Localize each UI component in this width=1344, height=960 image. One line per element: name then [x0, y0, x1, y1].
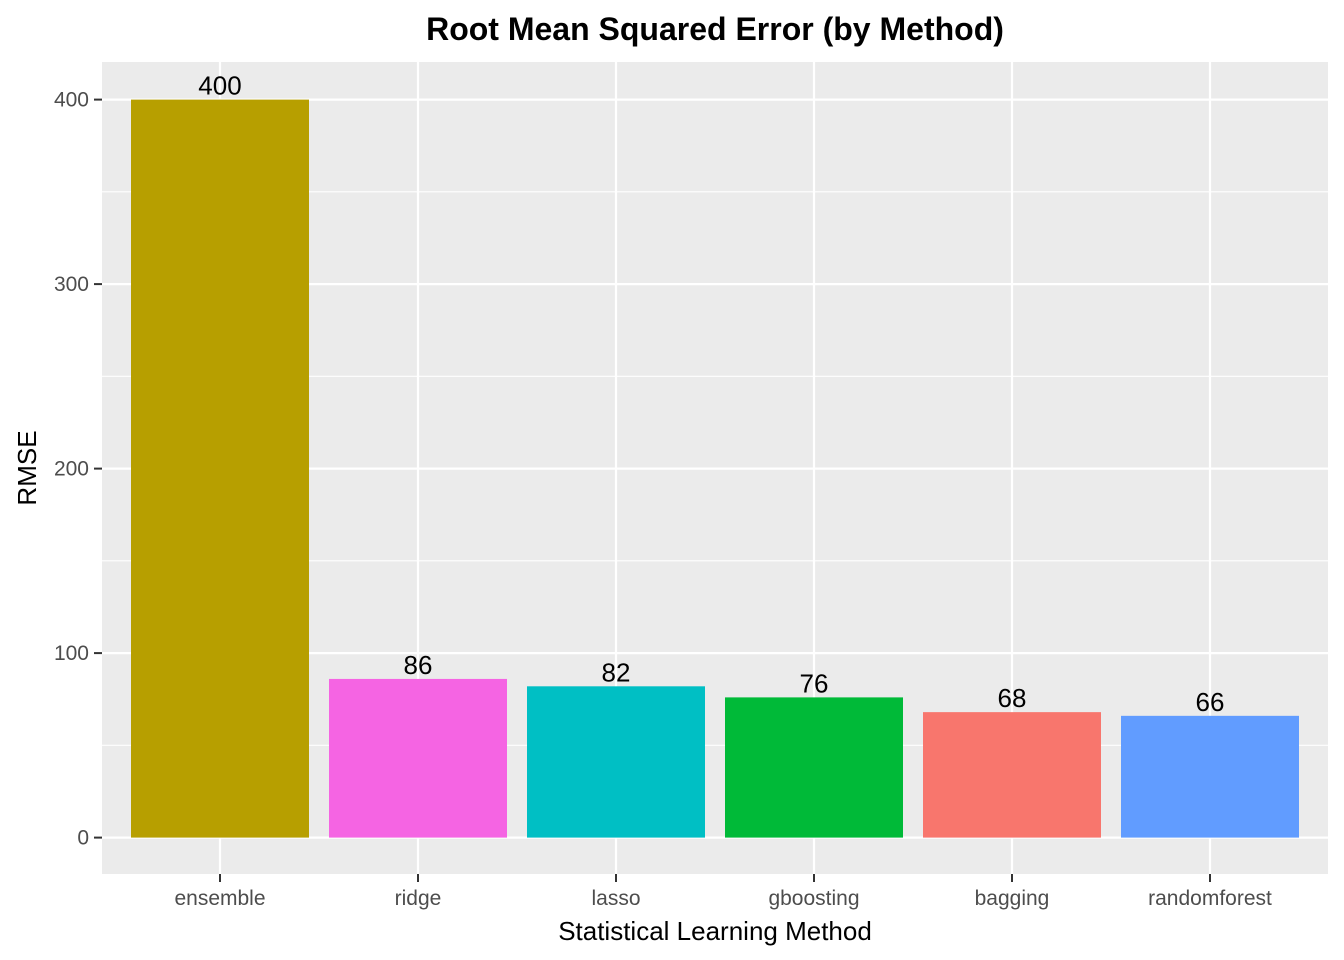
y-tick-label: 400 [54, 89, 89, 112]
data-label-gboosting: 76 [800, 668, 829, 698]
bar-ensemble [131, 99, 309, 838]
data-label-bagging: 68 [998, 683, 1027, 713]
y-axis: 0 100 200 300 400 [54, 89, 102, 850]
bar-bagging [923, 712, 1101, 838]
x-tick-label-lasso: lasso [591, 887, 640, 910]
data-label-lasso: 82 [602, 657, 631, 687]
x-tick-label-ensemble: ensemble [174, 887, 265, 910]
bar-ridge [329, 678, 507, 838]
bar-randomforest [1121, 715, 1299, 838]
x-tick-label-randomforest: randomforest [1148, 887, 1272, 910]
x-axis-title: Statistical Learning Method [558, 916, 872, 946]
data-label-ensemble: 400 [198, 71, 241, 101]
bar-series [131, 99, 1299, 838]
y-tick-label: 200 [54, 458, 89, 481]
x-tick-label-ridge: ridge [395, 887, 442, 910]
x-axis: ensemble ridge lasso gboosting bagging random… [174, 874, 1272, 910]
x-tick-label-bagging: bagging [975, 887, 1050, 910]
data-labels: 400 86 82 76 68 66 [198, 71, 1224, 717]
y-axis-title: RMSE [12, 430, 42, 505]
y-tick-label: 300 [54, 273, 89, 296]
data-label-randomforest: 66 [1196, 687, 1225, 717]
y-tick-label: 100 [54, 642, 89, 665]
data-label-ridge: 86 [404, 650, 433, 680]
y-tick-label: 0 [77, 827, 89, 850]
chart-title: Root Mean Squared Error (by Method) [426, 11, 1004, 47]
bar-gboosting [725, 697, 903, 838]
bar-lasso [527, 686, 705, 838]
x-tick-label-gboosting: gboosting [768, 887, 859, 910]
